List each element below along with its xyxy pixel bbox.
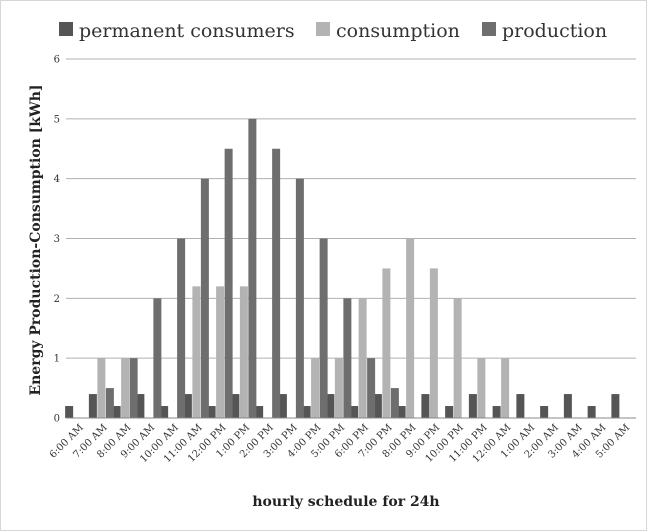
bar-permanent-consumers <box>326 394 335 418</box>
bar-production <box>295 178 304 418</box>
bar-permanent-consumers <box>231 394 240 418</box>
bar-consumption <box>477 358 486 418</box>
bar-consumption <box>382 268 391 418</box>
bar-production <box>272 148 281 418</box>
y-tick-label: 1 <box>54 354 60 365</box>
bar-permanent-consumers <box>302 406 311 418</box>
bar-consumption <box>429 268 438 418</box>
y-tick-label: 4 <box>54 174 60 185</box>
bar-permanent-consumers <box>445 406 454 418</box>
y-tick-label: 5 <box>54 114 60 125</box>
bar-consumption <box>334 358 343 418</box>
bar-permanent-consumers <box>183 394 192 418</box>
bar-permanent-consumers <box>88 394 97 418</box>
bar-consumption <box>216 286 225 418</box>
y-tick-label: 0 <box>54 414 60 425</box>
legend-swatch-production <box>482 22 496 36</box>
x-axis-title: hourly schedule for 24h <box>252 494 439 510</box>
bar-production <box>248 118 257 418</box>
bar-permanent-consumers <box>397 406 406 418</box>
bar-permanent-consumers <box>373 394 382 418</box>
y-tick-label: 6 <box>54 55 60 66</box>
legend: permanent consumers consumption producti… <box>59 20 607 42</box>
bar-permanent-consumers <box>516 394 525 418</box>
bar-permanent-consumers <box>65 406 74 418</box>
bar-production <box>343 298 352 418</box>
bar-consumption <box>358 298 367 418</box>
bar-permanent-consumers <box>136 394 145 418</box>
legend-label-permanent-consumers: permanent consumers <box>79 20 295 42</box>
bar-permanent-consumers <box>540 406 549 418</box>
bar-permanent-consumers <box>112 406 121 418</box>
legend-label-production: production <box>502 20 607 42</box>
bar-production <box>105 388 114 418</box>
bar-production <box>153 298 162 418</box>
bar-permanent-consumers <box>207 406 216 418</box>
bar-consumption <box>121 358 130 418</box>
bar-production <box>224 148 233 418</box>
bar-consumption <box>453 298 462 418</box>
bar-consumption <box>501 358 510 418</box>
bar-consumption <box>192 286 201 418</box>
y-axis-title: Energy Production-Consumption [kWh] <box>28 84 44 395</box>
bar-production <box>129 358 138 418</box>
y-axis-ticks: 0 1 2 3 4 5 6 <box>54 55 60 425</box>
bars <box>65 118 620 418</box>
bar-consumption <box>239 286 248 418</box>
legend-swatch-consumption <box>316 22 330 36</box>
bar-permanent-consumers <box>278 394 287 418</box>
bar-permanent-consumers <box>563 394 572 418</box>
bar-permanent-consumers <box>587 406 596 418</box>
bar-production <box>200 178 209 418</box>
legend-label-consumption: consumption <box>336 20 460 42</box>
bar-production <box>319 238 328 418</box>
bar-permanent-consumers <box>160 406 169 418</box>
legend-swatch-permanent-consumers <box>59 22 73 36</box>
bar-production <box>367 358 376 418</box>
bar-permanent-consumers <box>468 394 477 418</box>
bar-permanent-consumers <box>492 406 501 418</box>
y-tick-label: 2 <box>54 294 60 305</box>
bar-permanent-consumers <box>611 394 620 418</box>
bar-permanent-consumers <box>350 406 359 418</box>
bar-consumption <box>97 358 106 418</box>
bar-permanent-consumers <box>255 406 264 418</box>
bar-consumption <box>406 238 415 418</box>
bar-permanent-consumers <box>421 394 430 418</box>
bar-production <box>390 388 399 418</box>
bar-consumption <box>311 358 320 418</box>
bar-production <box>177 238 186 418</box>
y-tick-label: 3 <box>54 234 60 245</box>
